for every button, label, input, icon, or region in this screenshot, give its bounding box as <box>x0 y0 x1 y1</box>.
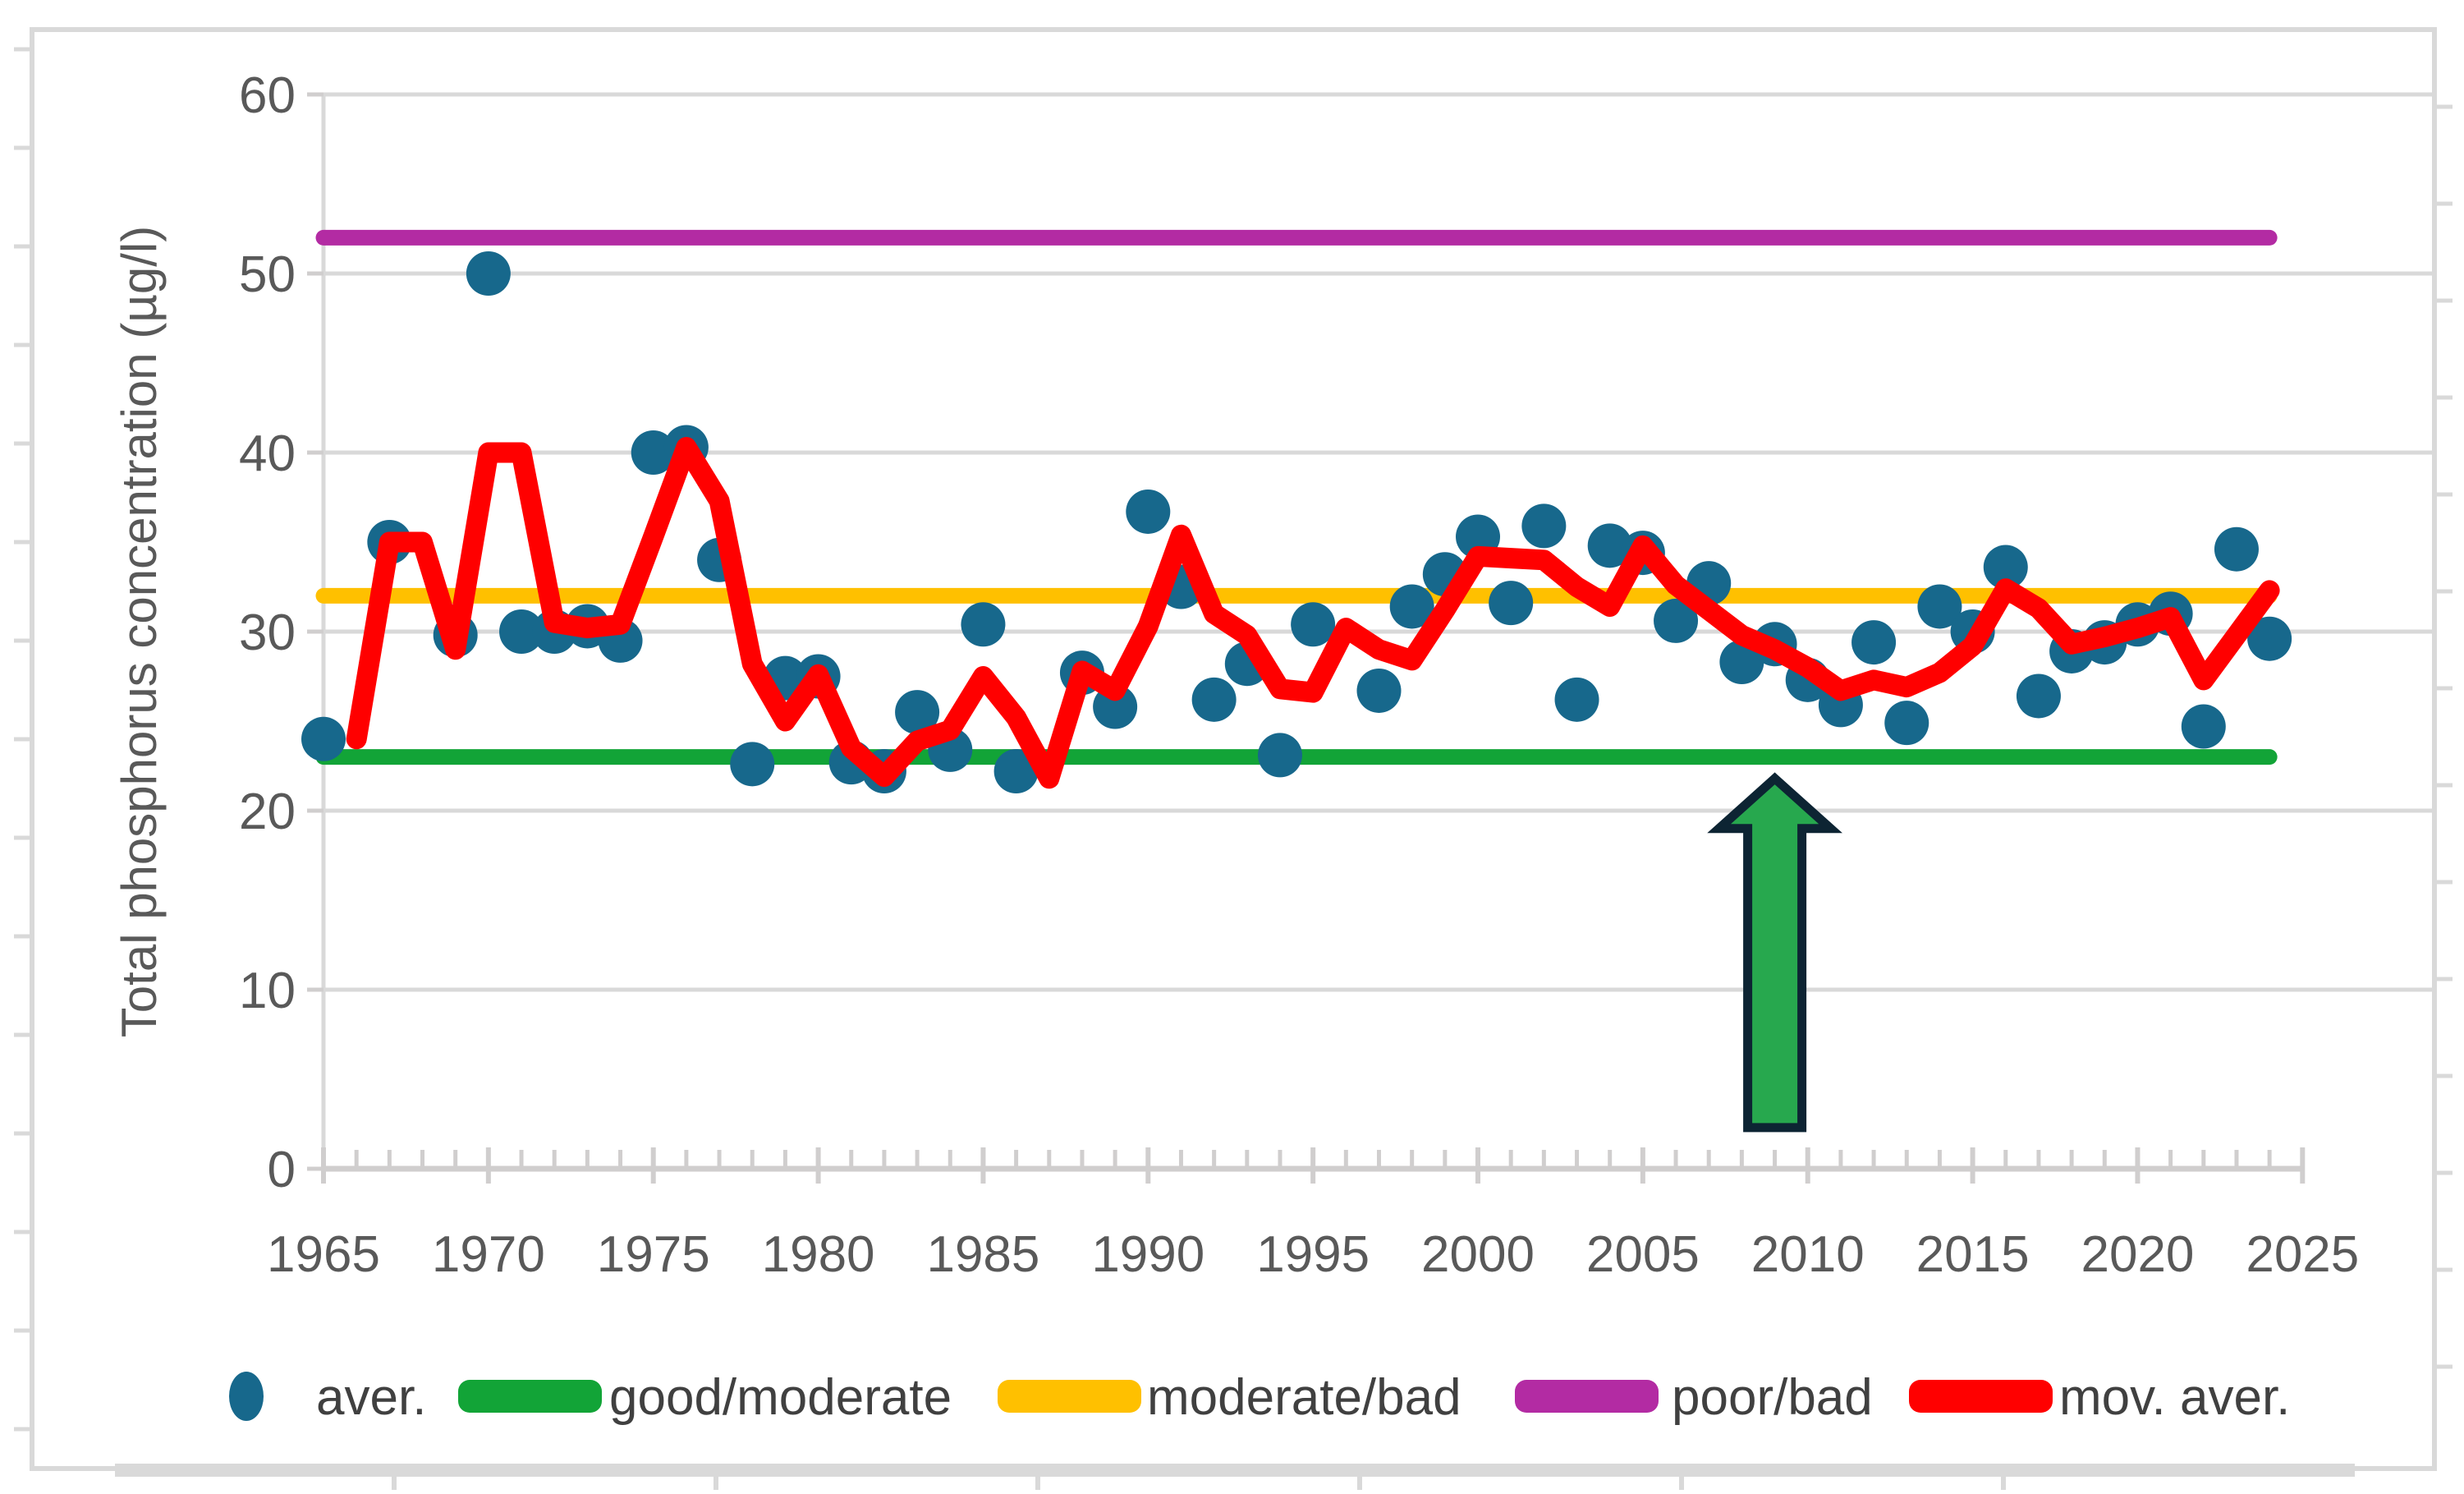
data-dot <box>1884 701 1929 746</box>
data-dot <box>993 749 1039 794</box>
data-dot <box>1356 668 1402 713</box>
frame-decorations <box>14 27 2453 1490</box>
legend-label: good/moderate <box>609 1369 952 1426</box>
data-dot <box>1587 523 1632 568</box>
annotation-arrow <box>1707 772 1842 1133</box>
data-dot <box>1257 733 1302 778</box>
data-dot <box>499 609 544 654</box>
y-tick-label: 40 <box>239 425 296 482</box>
y-tick-label: 50 <box>239 246 296 303</box>
x-tick-label: 1980 <box>762 1226 875 1283</box>
x-tick-label: 2015 <box>1916 1226 2030 1283</box>
legend-bar-marker <box>458 1380 602 1413</box>
moving-average-polyline <box>346 437 2280 789</box>
data-dot <box>895 690 940 735</box>
x-tick-label: 1970 <box>432 1226 545 1283</box>
data-dot <box>961 602 1006 647</box>
legend-label: aver. <box>316 1369 426 1426</box>
data-dot <box>2247 616 2292 661</box>
data-dot <box>1191 677 1237 722</box>
legend-label: mov. aver. <box>2059 1369 2290 1426</box>
data-dot <box>1554 677 1599 722</box>
y-tick-label: 30 <box>239 604 296 661</box>
legend-item-moderate-bad: moderate/bad <box>998 1369 1461 1426</box>
x-tick-label: 2025 <box>2246 1226 2359 1283</box>
data-dot <box>730 742 775 787</box>
x-tick-label: 2005 <box>1586 1226 1700 1283</box>
data-dot <box>466 251 511 296</box>
data-dot <box>2181 704 2226 749</box>
data-dot <box>1654 598 1699 643</box>
data-dot <box>1983 545 2028 590</box>
x-tick-label: 2000 <box>1421 1226 1535 1283</box>
legend-item-mov-aver-: mov. aver. <box>1909 1369 2290 1426</box>
data-dot <box>1389 584 1434 629</box>
y-axis-title: Total phosphorus concentration (µg/l) <box>112 226 167 1037</box>
data-dot <box>1489 581 1534 626</box>
x-tick-label: 1965 <box>267 1226 380 1283</box>
x-tick-label: 1995 <box>1256 1226 1370 1283</box>
data-dot <box>1291 602 1336 647</box>
data-dot <box>2016 673 2061 719</box>
data-dot <box>1521 503 1567 549</box>
x-tick-label: 1975 <box>597 1226 710 1283</box>
y-tick-label: 10 <box>239 963 296 1019</box>
legend-dot-marker <box>229 1372 264 1421</box>
legend-bar-marker <box>1515 1380 1659 1413</box>
data-dot <box>631 430 676 475</box>
y-tick-label: 60 <box>239 67 296 124</box>
y-tick-label: 0 <box>268 1142 296 1198</box>
threshold-lines <box>315 229 2278 765</box>
x-tick-label: 1985 <box>926 1226 1039 1283</box>
data-dot <box>2214 526 2259 572</box>
legend-label: moderate/bad <box>1147 1369 1461 1426</box>
y-tick-label: 20 <box>239 784 296 840</box>
data-dot <box>1917 584 1962 629</box>
data-dot <box>1851 620 1897 665</box>
data-dot <box>301 716 346 761</box>
legend-label: poor/bad <box>1672 1369 1873 1426</box>
legend-item-poor-bad: poor/bad <box>1515 1369 1873 1426</box>
x-tick-label: 2020 <box>2081 1226 2194 1283</box>
data-dot <box>1126 489 1171 534</box>
axes: 1965 1970 1975 1980 1985 1990 1995 2000 2005 2010… <box>239 67 2359 1283</box>
average-dots <box>301 251 2292 794</box>
legend-item-good-moderate: good/moderate <box>458 1369 952 1426</box>
moving-average-line <box>346 437 2280 789</box>
x-tick-label: 2010 <box>1751 1226 1865 1283</box>
x-tick-label: 1990 <box>1091 1226 1204 1283</box>
legend-bar-marker <box>1909 1380 2053 1413</box>
up-arrow <box>1707 772 1842 1133</box>
legend-bar-marker <box>998 1380 1141 1413</box>
legend: aver. good/moderate moderate/bad poor/bad mo… <box>229 1369 2290 1426</box>
legend-item-aver-: aver. <box>229 1369 426 1426</box>
